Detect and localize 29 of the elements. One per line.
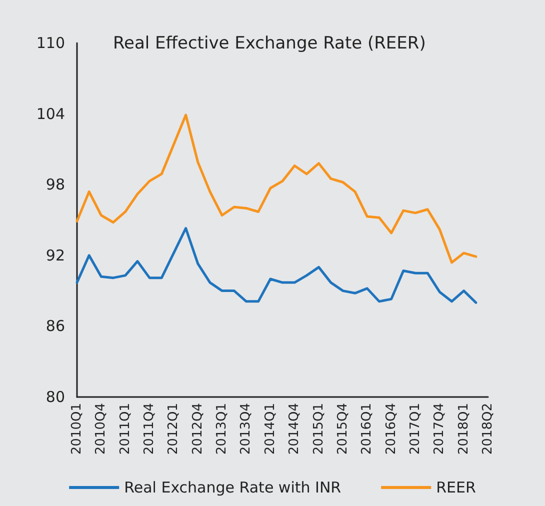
x-tick-label: 2018Q1 [456,403,472,455]
y-tick-label: 98 [46,176,65,194]
x-tick-label: 2014Q4 [287,403,302,455]
y-tick-label: 104 [36,104,65,123]
line-series [76,227,478,304]
x-tick-label: 2018Q2 [480,403,496,455]
line-series [76,114,478,264]
x-tick-label: 2011Q4 [142,403,158,455]
chart-title: Real Effective Exchange Rate (REER) [113,34,426,54]
y-tick-label: 80 [46,388,65,406]
x-tick-label: 2011Q1 [118,403,133,455]
x-tick-label: 2016Q1 [360,403,375,455]
x-tick-label: 2013Q4 [238,403,254,455]
x-tick-label: 2015Q1 [311,403,326,455]
legend-label: Real Exchange Rate with INR [124,478,342,496]
y-tick-label: 110 [36,34,65,52]
x-tick-label: 2010Q4 [94,403,109,455]
x-tick-label: 2015Q4 [335,403,350,455]
x-tick-label: 2012Q1 [166,403,182,455]
y-tick-label: 86 [46,317,65,336]
x-tick-label: 2014Q1 [262,403,278,455]
x-tick-label: 2017Q1 [408,403,423,455]
x-tick-label: 2017Q4 [432,403,448,455]
legend-label: REER [436,478,476,496]
x-tick-label: 2010Q1 [70,403,84,455]
x-tick-label: 2012Q4 [190,403,206,455]
y-tick-label: 92 [46,246,65,264]
x-tick-label: 2013Q1 [214,403,230,455]
x-tick-label: 2016Q4 [384,403,399,455]
